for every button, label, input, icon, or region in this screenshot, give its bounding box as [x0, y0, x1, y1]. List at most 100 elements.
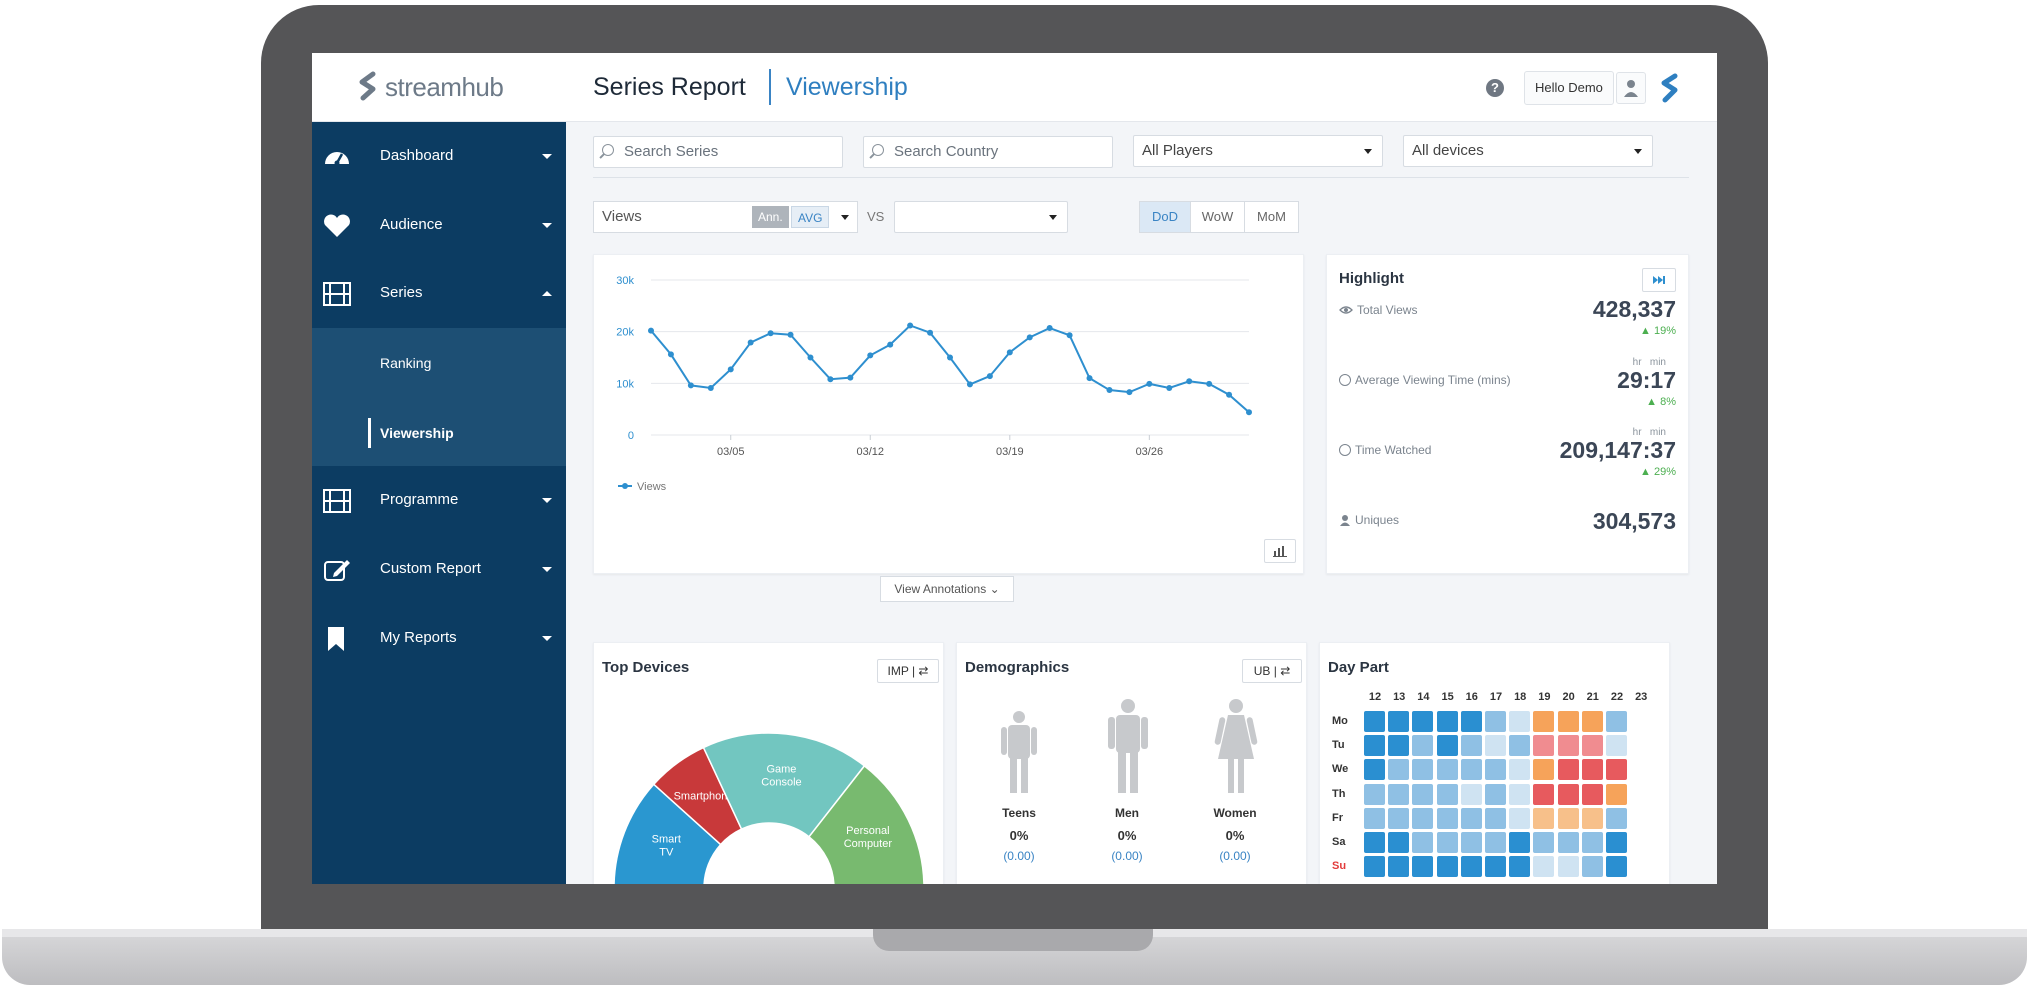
- day-part-cell[interactable]: [1388, 735, 1410, 757]
- day-part-cell[interactable]: [1485, 807, 1506, 829]
- day-part-cell[interactable]: [1533, 735, 1555, 757]
- chevron-down-icon[interactable]: [841, 215, 849, 220]
- data-point[interactable]: [767, 330, 774, 337]
- data-point[interactable]: [927, 329, 934, 336]
- day-part-cell[interactable]: [1485, 711, 1506, 732]
- day-part-cell[interactable]: [1412, 735, 1434, 757]
- data-point[interactable]: [1146, 380, 1153, 387]
- day-part-cell[interactable]: [1606, 832, 1627, 853]
- data-point[interactable]: [966, 381, 973, 388]
- donut-slice[interactable]: [807, 764, 925, 884]
- day-part-cell[interactable]: [1412, 856, 1434, 878]
- data-point[interactable]: [807, 354, 814, 361]
- data-point[interactable]: [1066, 332, 1073, 339]
- data-point[interactable]: [827, 376, 834, 383]
- chart-type-button[interactable]: [1264, 539, 1296, 563]
- data-point[interactable]: [947, 354, 953, 361]
- day-part-cell[interactable]: [1533, 832, 1555, 853]
- day-part-cell[interactable]: [1485, 856, 1506, 878]
- data-point[interactable]: [1186, 378, 1193, 385]
- day-part-cell[interactable]: [1436, 711, 1458, 732]
- fast-forward-button[interactable]: [1642, 268, 1676, 292]
- day-part-cell[interactable]: [1364, 759, 1385, 781]
- day-part-cell[interactable]: [1436, 783, 1458, 805]
- day-part-cell[interactable]: [1412, 783, 1434, 805]
- annotations-toggle[interactable]: Ann.: [752, 206, 789, 228]
- donut-slice[interactable]: [702, 732, 866, 838]
- day-part-cell[interactable]: [1557, 711, 1579, 732]
- data-point[interactable]: [1046, 325, 1053, 332]
- data-point[interactable]: [1206, 380, 1213, 387]
- data-point[interactable]: [847, 374, 854, 381]
- day-part-cell[interactable]: [1412, 759, 1434, 781]
- data-point[interactable]: [1026, 334, 1033, 341]
- day-part-cell[interactable]: [1485, 735, 1506, 757]
- sidebar-item-dashboard[interactable]: Dashboard: [312, 122, 566, 191]
- day-part-cell[interactable]: [1364, 735, 1385, 757]
- demographics-toggle-button[interactable]: UB | ⇄: [1242, 659, 1302, 683]
- day-part-cell[interactable]: [1606, 856, 1627, 878]
- search-series-input[interactable]: Search Series: [593, 136, 843, 168]
- view-annotations-button[interactable]: View Annotations ⌄: [880, 576, 1014, 602]
- data-point[interactable]: [667, 351, 674, 358]
- data-point[interactable]: [1166, 384, 1173, 391]
- day-part-cell[interactable]: [1460, 711, 1482, 732]
- day-part-cell[interactable]: [1581, 711, 1603, 732]
- data-point[interactable]: [727, 366, 734, 373]
- day-part-cell[interactable]: [1509, 856, 1531, 878]
- day-part-cell[interactable]: [1388, 783, 1410, 805]
- dod-toggle[interactable]: DoD: [1139, 201, 1191, 233]
- day-part-cell[interactable]: [1388, 856, 1410, 878]
- day-part-cell[interactable]: [1436, 832, 1458, 853]
- data-point[interactable]: [1106, 387, 1113, 394]
- day-part-cell[interactable]: [1581, 856, 1603, 878]
- day-part-cell[interactable]: [1533, 856, 1555, 878]
- top-devices-toggle-button[interactable]: IMP | ⇄: [877, 659, 939, 683]
- day-part-cell[interactable]: [1581, 759, 1603, 781]
- search-country-input[interactable]: Search Country: [863, 136, 1113, 168]
- day-part-cell[interactable]: [1364, 832, 1385, 853]
- data-point[interactable]: [986, 373, 993, 380]
- day-part-cell[interactable]: [1533, 783, 1555, 805]
- data-point[interactable]: [1006, 349, 1013, 356]
- day-part-cell[interactable]: [1557, 759, 1579, 781]
- day-part-cell[interactable]: [1364, 711, 1385, 732]
- day-part-cell[interactable]: [1581, 807, 1603, 829]
- data-point[interactable]: [907, 322, 914, 329]
- day-part-cell[interactable]: [1436, 807, 1458, 829]
- day-part-cell[interactable]: [1606, 735, 1627, 757]
- day-part-cell[interactable]: [1581, 735, 1603, 757]
- day-part-cell[interactable]: [1388, 759, 1410, 781]
- user-greeting[interactable]: Hello Demo: [1524, 71, 1614, 105]
- data-point[interactable]: [1226, 391, 1233, 398]
- avg-toggle[interactable]: AVG: [791, 206, 830, 228]
- day-part-cell[interactable]: [1436, 856, 1458, 878]
- data-point[interactable]: [1086, 375, 1093, 382]
- data-point[interactable]: [887, 341, 894, 348]
- day-part-cell[interactable]: [1606, 807, 1627, 829]
- day-part-cell[interactable]: [1412, 832, 1434, 853]
- day-part-cell[interactable]: [1364, 856, 1385, 878]
- day-part-cell[interactable]: [1460, 735, 1482, 757]
- metric-select[interactable]: Views Ann. AVG: [593, 201, 858, 233]
- wow-toggle[interactable]: WoW: [1190, 201, 1245, 233]
- day-part-cell[interactable]: [1533, 807, 1555, 829]
- sidebar-item-my-reports[interactable]: My Reports: [312, 604, 566, 673]
- day-part-cell[interactable]: [1388, 832, 1410, 853]
- day-part-cell[interactable]: [1606, 711, 1627, 732]
- day-part-cell[interactable]: [1606, 783, 1627, 805]
- day-part-cell[interactable]: [1509, 807, 1531, 829]
- brand-icon[interactable]: [1659, 73, 1681, 103]
- sidebar-subitem-viewership[interactable]: Viewership: [380, 425, 454, 441]
- data-point[interactable]: [707, 384, 714, 391]
- day-part-cell[interactable]: [1557, 735, 1579, 757]
- legend-label[interactable]: Views: [637, 481, 667, 493]
- mom-toggle[interactable]: MoM: [1244, 201, 1299, 233]
- day-part-cell[interactable]: [1460, 759, 1482, 781]
- data-point[interactable]: [747, 339, 754, 346]
- day-part-cell[interactable]: [1460, 807, 1482, 829]
- day-part-cell[interactable]: [1485, 832, 1506, 853]
- logo[interactable]: streamhub: [357, 71, 504, 103]
- sidebar-item-programme[interactable]: Programme: [312, 466, 566, 535]
- day-part-cell[interactable]: [1412, 807, 1434, 829]
